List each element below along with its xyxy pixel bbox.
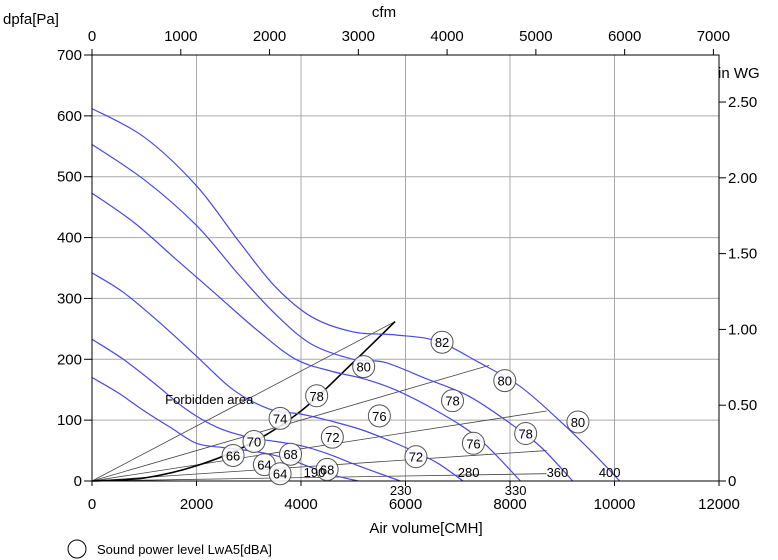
sound-power-circle	[221, 443, 245, 467]
sound-power-value: 80	[498, 374, 512, 389]
sound-power-circle	[268, 462, 292, 486]
fan-curve-400	[91, 108, 621, 482]
tick-label-top: 7000	[697, 28, 730, 45]
sound-power-circle	[367, 404, 391, 428]
sound-power-circle	[441, 389, 465, 413]
curve-label: 330	[505, 483, 527, 498]
sound-power-value: 64	[257, 458, 271, 473]
sound-power-value: 82	[435, 335, 449, 350]
curve-label: 360	[547, 465, 569, 480]
tick-label-bottom: 10000	[594, 496, 636, 513]
sound-power-value: 78	[309, 389, 323, 404]
tick-label-top: 5000	[519, 28, 552, 45]
sound-power-value: 72	[325, 430, 339, 445]
sound-power-circle	[268, 406, 292, 430]
legend-circle-icon	[67, 539, 87, 559]
tick-label-left: 300	[57, 290, 82, 307]
fan-curve-360	[91, 144, 574, 482]
tick-label-right: 1.50	[728, 246, 757, 263]
tick-label-bottom: 2000	[180, 496, 213, 513]
sound-power-value: 72	[409, 450, 423, 465]
tick-label-top: 2000	[253, 28, 286, 45]
tick-label-bottom: 8000	[493, 496, 526, 513]
sound-power-circle	[320, 425, 344, 449]
tick-label-left: 500	[57, 169, 82, 186]
tick-label-right: 2.50	[728, 94, 757, 111]
grid	[92, 55, 719, 481]
sound-power-circle	[279, 442, 303, 466]
legend: Sound power level LwA5[dBA]	[67, 539, 272, 559]
sound-power-value: 68	[283, 447, 297, 462]
tick-label-left: 100	[57, 412, 82, 429]
system-line	[91, 410, 547, 482]
tick-label-bottom: 4000	[284, 496, 317, 513]
tick-label-left: 400	[57, 230, 82, 247]
sound-power-value: 64	[273, 467, 287, 482]
sound-power-value: 80	[356, 360, 370, 375]
sound-power-value: 80	[571, 415, 585, 430]
tick-label-top: 3000	[342, 28, 375, 45]
sound-power-circle	[461, 431, 485, 455]
tick-label-left: 700	[57, 47, 82, 64]
bottom-axis-title: Air volume[CMH]	[369, 520, 482, 537]
tick-label-top: 6000	[608, 28, 641, 45]
sound-power-circle	[566, 410, 590, 434]
tick-label-top: 1000	[164, 28, 197, 45]
curve-label: 280	[458, 465, 480, 480]
sound-power-value: 66	[226, 448, 240, 463]
left-axis-title: dpfa[Pa]	[3, 11, 59, 28]
sound-power-circle	[242, 429, 266, 453]
curve-label: 400	[599, 465, 621, 480]
tick-label-bottom: 6000	[389, 496, 422, 513]
tick-label-left: 600	[57, 108, 82, 125]
tick-label-left: 0	[74, 473, 82, 490]
axis-ticks: 0 2000 4000 6000 8000 10000 120000100200300400…	[57, 28, 757, 513]
sound-power-circle	[493, 369, 517, 393]
sound-power-circle	[514, 422, 538, 446]
tick-label-right: 1.00	[728, 321, 757, 338]
sound-power-value: 70	[247, 434, 261, 449]
legend-text: Sound power level LwA5[dBA]	[97, 542, 272, 557]
tick-label-right: 0	[728, 473, 736, 490]
tick-label-bottom: 0	[88, 496, 96, 513]
tick-label-right: 0.50	[728, 397, 757, 414]
forbidden-area-label: Forbidden area	[165, 392, 254, 407]
system-line	[91, 364, 490, 482]
sound-power-circle	[404, 445, 428, 469]
tick-label-left: 200	[57, 351, 82, 368]
sound-power-circle	[352, 355, 376, 379]
sound-power-value: 78	[445, 394, 459, 409]
fan-curve-330	[91, 192, 521, 482]
curve-labels: 190 230 280 330 360 400	[304, 465, 621, 498]
top-axis-title: cfm	[372, 4, 396, 21]
tick-label-right: 2.00	[728, 170, 757, 187]
sound-power-value: 76	[466, 436, 480, 451]
sound-power-circle	[305, 384, 329, 408]
right-axis-title: in WG	[718, 65, 760, 82]
sound-power-value: 76	[372, 409, 386, 424]
tick-label-top: 4000	[430, 28, 463, 45]
tick-label-top: 0	[88, 28, 96, 45]
sound-power-value: 78	[518, 427, 532, 442]
sound-power-value: 68	[320, 462, 334, 477]
sound-power-circle	[430, 330, 454, 354]
system-line	[91, 321, 396, 482]
curve-label: 190	[304, 465, 326, 480]
system-resistance-lines	[91, 321, 547, 482]
sound-power-value: 74	[273, 411, 287, 426]
fan-curves	[91, 108, 621, 482]
curve-label: 230	[390, 483, 412, 498]
tick-label-bottom: 12000	[698, 496, 740, 513]
sound-power-circle	[315, 457, 339, 481]
